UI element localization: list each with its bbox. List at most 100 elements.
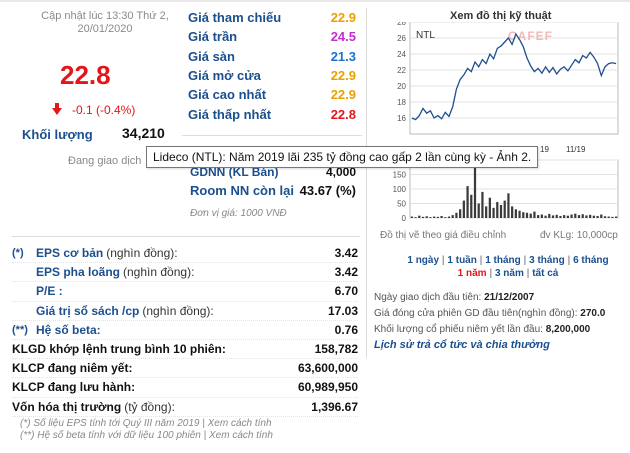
volume-bar [589, 214, 592, 218]
price-row-label: Giá trần [188, 29, 238, 45]
row-value: 158,782 [314, 342, 358, 357]
fundamentals-table: (*) EPS cơ bản (nghìn đồng): 3.42 EPS pha lo… [12, 244, 358, 417]
price-row-value: 22.9 [330, 68, 356, 84]
technical-chart[interactable]: 16182022242628050100150200CAFEFNTL1911/1… [380, 22, 620, 227]
volume-tick-label: 100 [393, 185, 407, 194]
arrow-down-icon [52, 103, 62, 115]
fundamentals-row: KLCP đang niêm yết: 63,600,000 [12, 359, 358, 379]
first-price-value: 270.0 [580, 308, 606, 319]
fundamentals-row: (**) Hệ số beta: 0.76 [12, 321, 358, 340]
row-label: EPS pha loãng [36, 265, 121, 280]
volume-bar [410, 216, 413, 218]
price-row-label: Giá thấp nhất [188, 106, 272, 122]
volume-bar [600, 214, 603, 218]
fundamentals-row: (*) EPS cơ bản (nghìn đồng): 3.42 [12, 244, 358, 264]
volume-bar [559, 215, 562, 218]
price-tick-label: 28 [397, 22, 406, 27]
volume-bar [611, 216, 614, 218]
fundamentals-row: Giá trị sổ sách /cp (nghìn đồng): 17.03 [12, 302, 358, 321]
first-volume-value: 8,200,000 [545, 324, 591, 335]
divider [182, 135, 362, 136]
row-value: 3.42 [334, 265, 358, 280]
update-time: Cập nhật lúc 13:30 Thứ 2, 20/01/2020 [41, 10, 169, 35]
volume-bar [585, 215, 588, 218]
row-value: 60,989,950 [297, 380, 358, 395]
chart-note: Đồ thị vẽ theo giá điều chỉnh [380, 230, 507, 241]
fundamentals-row: EPS pha loãng (nghìn đồng): 3.42 [12, 263, 358, 283]
row-label-wrap: KLCP đang niêm yết: [12, 361, 298, 375]
row-label-wrap: P/E : [36, 284, 335, 298]
period-option[interactable]: 6 tháng [573, 255, 609, 266]
price-row-value: 22.9 [330, 10, 356, 26]
price-row-label: Giá mở cửa [188, 68, 261, 84]
volume-bar [466, 186, 469, 218]
volume-bar [544, 215, 547, 218]
fundamentals-row: KLCP đang lưu hành: 60,989,950 [12, 378, 358, 398]
price-series-line [411, 32, 617, 121]
period-option[interactable]: 1 tuần [447, 255, 477, 266]
period-separator: | [476, 255, 486, 266]
foreign-room-label: Room NN còn lại [190, 183, 295, 198]
row-label: KLGD khớp lệnh trung bình 10 phiên: [12, 342, 226, 357]
row-label: Giá trị sổ sách /cp [36, 303, 140, 318]
first-volume-label: Khối lượng cổ phiếu niêm yết lần đầu: [374, 324, 543, 335]
fundamentals-row: Vốn hóa thị trường (tỷ đồng): 1,396.67 [12, 398, 358, 417]
column-divider [366, 8, 367, 358]
fundamentals-row: KLGD khớp lệnh trung bình 10 phiên: 158,7… [12, 340, 358, 360]
row-value: 63,600,000 [297, 361, 358, 376]
price-tick-label: 22 [397, 66, 406, 75]
volume-bar [477, 203, 480, 218]
volume-bar [592, 215, 595, 218]
chart-symbol: NTL [416, 30, 435, 41]
price-tick-label: 16 [397, 114, 406, 123]
volume-bar [440, 215, 443, 218]
volume-bar [462, 200, 465, 218]
price-row-value: 24.5 [330, 29, 356, 45]
volume-bar [529, 213, 532, 218]
period-option[interactable]: 1 tháng [485, 255, 521, 266]
period-option[interactable]: 3 năm [494, 268, 524, 279]
price-row: Giá mở cửa 22.9 [188, 66, 356, 85]
volume-bar [473, 165, 477, 218]
row-label-wrap: Hệ số beta: [36, 323, 335, 337]
footnotes: (*) Số liệu EPS tính tới Quý III năm 201… [20, 418, 273, 442]
divider [12, 236, 360, 237]
first-price-label: Giá đóng cửa phiên GD đầu tiên(nghìn đồn… [374, 308, 578, 319]
period-option[interactable]: tất cả [532, 268, 559, 279]
row-label: KLCP đang lưu hành: [12, 380, 136, 395]
row-value: 1,396.67 [311, 399, 358, 414]
volume-bar [537, 215, 540, 218]
volume-bar [425, 216, 428, 218]
volume-bar [485, 206, 488, 218]
price-row-value: 22.8 [330, 106, 356, 122]
period-option[interactable]: 1 năm [457, 268, 487, 279]
price-row-value: 22.9 [330, 87, 356, 103]
volume-tick-label: 0 [402, 214, 407, 223]
volume-bar [499, 204, 503, 218]
period-option[interactable]: 1 ngày [407, 255, 440, 266]
volume-bar [436, 216, 439, 218]
volume-bar [451, 215, 454, 218]
chart-title-link[interactable]: Xem đồ thị kỹ thuật [450, 10, 552, 22]
price-list: Giá tham chiếu 22.9 Giá trần 24.5 Giá sàn 21.… [188, 8, 356, 124]
dividend-history-link[interactable]: Lịch sử trả cổ tức và chia thưởng [374, 339, 550, 351]
footnote-beta: (**) Hệ số beta tính với dữ liệu 100 phi… [20, 430, 273, 441]
foreign-trade-value: 4,000 [325, 165, 356, 179]
price-unit-note: Đơn vị giá: 1000 VNĐ [190, 208, 287, 219]
volume-bar [563, 215, 566, 218]
price-row: Giá thấp nhất 22.8 [188, 104, 356, 123]
volume-bar [555, 214, 558, 218]
trading-status: Đang giao dịch [68, 155, 142, 167]
volume-bar [433, 216, 436, 218]
volume-bar [470, 194, 473, 218]
foreign-trade-row: GDNN (KL Bán) 4,000 [190, 165, 356, 179]
volume-bar [574, 213, 577, 218]
foreign-trade-label: GDNN (KL Bán) [190, 165, 279, 179]
price-row-label: Giá cao nhất [188, 87, 267, 103]
period-option[interactable]: 3 tháng [529, 255, 565, 266]
volume-tick-label: 50 [397, 200, 406, 209]
row-sublabel: (nghìn đồng): [123, 265, 195, 280]
row-value: 17.03 [327, 303, 358, 318]
volume-bar [429, 217, 432, 218]
volume-bar [414, 217, 417, 218]
